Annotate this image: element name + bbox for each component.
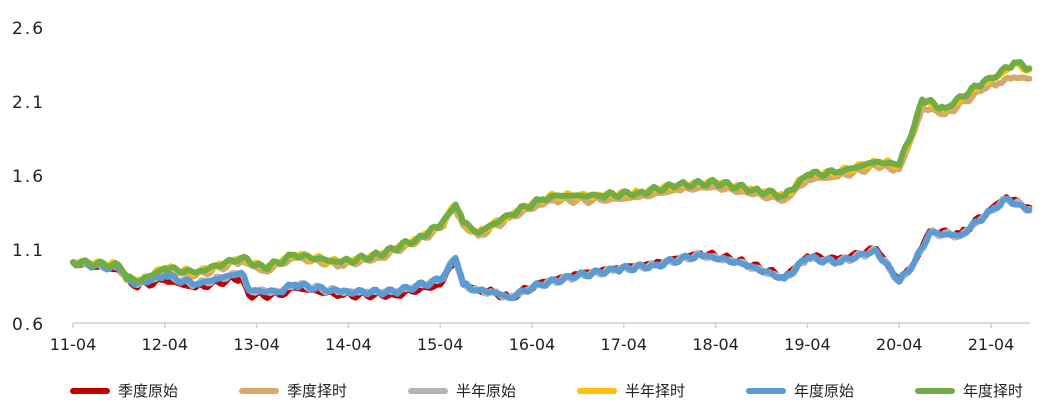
series-line-4: [70, 195, 1033, 302]
x-tick-label: 13-04: [233, 335, 280, 354]
x-tick-label: 15-04: [417, 335, 464, 354]
x-tick-label: 21-04: [968, 335, 1015, 354]
y-tick-label: 1.1: [12, 241, 45, 261]
x-tick-label: 20-04: [876, 335, 923, 354]
legend-swatch: [408, 387, 448, 394]
legend-item: 季度原始: [70, 380, 239, 401]
legend-label: 季度原始: [118, 382, 179, 400]
y-tick-label: 1.6: [12, 167, 45, 187]
series-line-3: [70, 60, 1033, 286]
legend-label: 年度原始: [794, 382, 855, 400]
legend-swatch: [70, 387, 110, 394]
x-tick-label: 11-04: [50, 335, 97, 354]
x-tick-label: 12-04: [142, 335, 189, 354]
series-line-5: [70, 59, 1033, 285]
legend-item: 半年择时: [577, 380, 746, 401]
legend: 季度原始 季度择时 半年原始 半年择时 年度原始 年度择时: [70, 380, 1053, 401]
y-tick-label: 0.6: [12, 315, 45, 335]
x-tick-label: 14-04: [325, 335, 372, 354]
x-tick-label: 16-04: [509, 335, 556, 354]
y-tick-label: 2.1: [12, 93, 45, 113]
legend-item: 年度原始: [746, 380, 915, 401]
legend-label: 年度择时: [963, 382, 1024, 400]
legend-swatch: [746, 387, 786, 394]
legend-item: 季度择时: [239, 380, 408, 401]
plot-area: [70, 59, 1033, 302]
y-tick-label: 2.6: [12, 19, 45, 39]
legend-label: 半年原始: [456, 382, 517, 400]
y-axis: 0.6 1.1 1.6 2.1 2.6: [12, 19, 45, 335]
legend-swatch: [239, 387, 279, 394]
legend-item: 半年原始: [408, 380, 577, 401]
legend-label: 季度择时: [287, 382, 348, 400]
legend-swatch: [915, 387, 955, 394]
legend-swatch: [577, 387, 617, 394]
x-tick-label: 19-04: [784, 335, 831, 354]
legend-item: 年度择时: [915, 380, 1053, 401]
x-tick-label: 17-04: [601, 335, 648, 354]
legend-label: 半年择时: [625, 382, 686, 400]
x-axis: 11-04 12-04 13-04 14-04 15-04 16-04 17-04 18-04…: [50, 322, 1030, 354]
series-line-1: [70, 74, 1033, 285]
x-tick-label: 18-04: [692, 335, 739, 354]
